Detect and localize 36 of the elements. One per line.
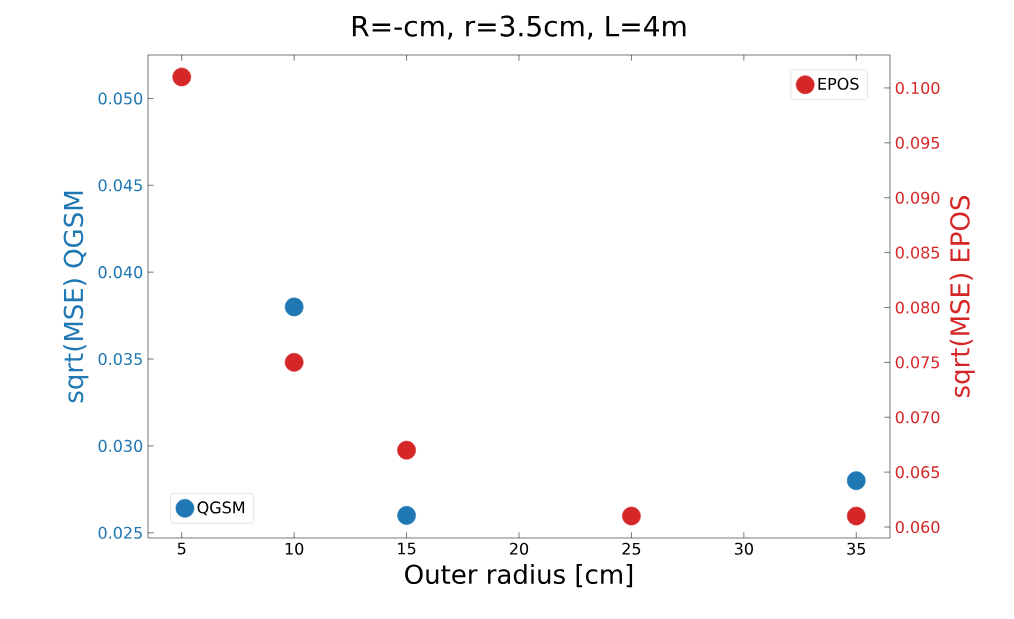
chart-title: R=-cm, r=3.5cm, L=4m — [352, 15, 686, 40]
point — [397, 506, 416, 525]
y2-tick-label: 0.080 — [895, 301, 940, 314]
y-tick-label: 0.040 — [98, 266, 143, 279]
y2-tick-label: 0.060 — [895, 520, 940, 534]
point — [284, 353, 304, 372]
y2-tick-label: 0.070 — [895, 411, 940, 424]
y-tick-label: 0.045 — [98, 179, 142, 192]
legend-label: QGSM — [197, 501, 245, 516]
y2-tick-label: 0.085 — [895, 246, 940, 259]
x-tick-label: 25 — [622, 542, 641, 555]
x-tick-label: 30 — [734, 542, 753, 555]
y2-tick-label: 0.100 — [895, 81, 940, 94]
point — [284, 297, 304, 317]
y-tick-label: 0.035 — [98, 352, 142, 366]
y2-tick-label: 0.090 — [895, 191, 940, 204]
x-tick-label: 35 — [847, 542, 866, 555]
point — [172, 67, 192, 87]
y2-tick-label: 0.095 — [895, 136, 940, 149]
point — [622, 506, 641, 526]
x-tick-label: 15 — [398, 542, 416, 555]
x-tick-label: 5 — [177, 542, 186, 555]
y2-tick-label: 0.075 — [895, 356, 940, 369]
point — [846, 506, 866, 526]
x-axis-title: Outer radius [cm] — [405, 563, 633, 588]
legend-label: EPOS — [818, 77, 859, 90]
y-tick-label: 0.030 — [98, 439, 143, 452]
point — [846, 471, 866, 490]
y2-axis-title: sqrt(MSE) EPOS — [949, 196, 975, 398]
y-tick-label: 0.025 — [98, 526, 142, 539]
x-tick-label: 20 — [509, 542, 529, 555]
point — [397, 440, 416, 460]
y2-tick-label: 0.065 — [895, 466, 940, 479]
y-axis-title: sqrt(MSE) QGSM — [63, 191, 89, 403]
y-tick-label: 0.050 — [98, 92, 143, 105]
x-tick-label: 10 — [285, 542, 304, 555]
